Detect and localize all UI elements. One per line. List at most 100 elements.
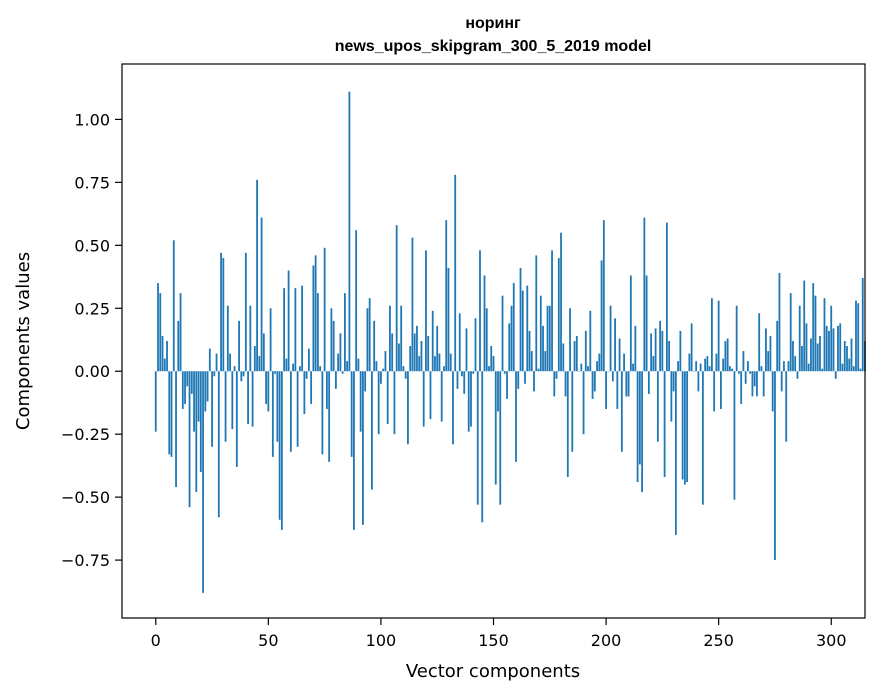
plot-frame [121,63,866,619]
x-tick-label: 150 [478,631,509,650]
bar [393,371,396,435]
bar [553,371,556,397]
bar [190,371,193,394]
bar [438,353,441,372]
bar [515,371,517,462]
bar [204,371,207,412]
bar [785,371,788,442]
bar [425,250,427,372]
bar [537,368,540,372]
bar [670,371,673,422]
bar [316,293,319,372]
bar [717,300,720,372]
bar [839,323,842,372]
bar [794,356,797,372]
bar [756,371,758,397]
bar [760,366,763,372]
bar [850,338,853,372]
bar [440,371,443,422]
bar [701,371,704,505]
bar [283,288,286,372]
bar [805,323,808,372]
bar [584,330,587,372]
bar [503,371,506,374]
bar [699,363,702,372]
bar [400,305,403,372]
bar [348,91,351,372]
bar [778,273,781,372]
bar [686,371,689,483]
bar [674,371,677,535]
bar [510,305,513,372]
bar [796,371,799,379]
bar [526,285,529,372]
bar [163,358,166,372]
x-tick-label: 100 [366,631,397,650]
bar [494,371,497,485]
bar [575,335,578,372]
chart-subtitle: news_upos_skipgram_300_5_2019 model [335,38,652,55]
bar [429,371,432,420]
bar [154,371,157,432]
bar [161,335,164,372]
bar [823,298,826,372]
bar [679,330,682,372]
bar [837,325,839,372]
bar [747,361,749,372]
bar [157,283,159,372]
y-tick-label: 0.75 [74,173,110,192]
bar [742,351,745,372]
bar [242,371,245,377]
bar [560,232,562,372]
bar [452,371,454,445]
bar [632,363,634,372]
bar [656,371,659,442]
x-axis-label: Vector components [406,661,580,682]
bar [765,328,767,372]
bar [368,298,371,372]
x-tick-label: 0 [151,631,161,650]
bar [301,285,304,372]
bar [600,260,603,372]
bar [325,371,328,409]
bar [454,174,457,372]
bar [461,371,463,377]
bar [235,371,238,467]
bar [211,371,213,447]
bar [312,265,315,372]
bar [422,371,425,427]
bar [807,363,810,372]
bar [652,356,655,372]
bar [722,358,725,372]
bar [334,371,337,389]
bar [172,240,175,372]
bar [776,320,779,372]
bar [774,371,776,561]
bar [542,325,544,372]
bar [629,275,632,372]
bar [688,353,691,372]
bar [274,371,276,374]
bar [323,247,326,372]
bar [654,328,657,372]
bar [499,371,502,505]
bar [330,308,333,372]
bar [623,353,625,372]
bar [262,333,265,372]
bar [625,371,628,397]
bar [641,371,643,493]
bar [179,293,182,372]
chart-title: норинг [465,15,521,32]
bar [506,371,508,399]
bar [602,220,605,372]
y-tick-label: −0.75 [61,551,110,570]
bar [371,371,373,490]
x-tick-label: 200 [591,631,622,650]
y-tick-label: 0.50 [74,236,110,255]
bar [197,371,200,422]
y-tick-label: 0.25 [74,299,110,318]
bar [303,371,306,415]
bar [859,368,862,372]
bar [501,295,504,372]
bar [792,341,794,372]
